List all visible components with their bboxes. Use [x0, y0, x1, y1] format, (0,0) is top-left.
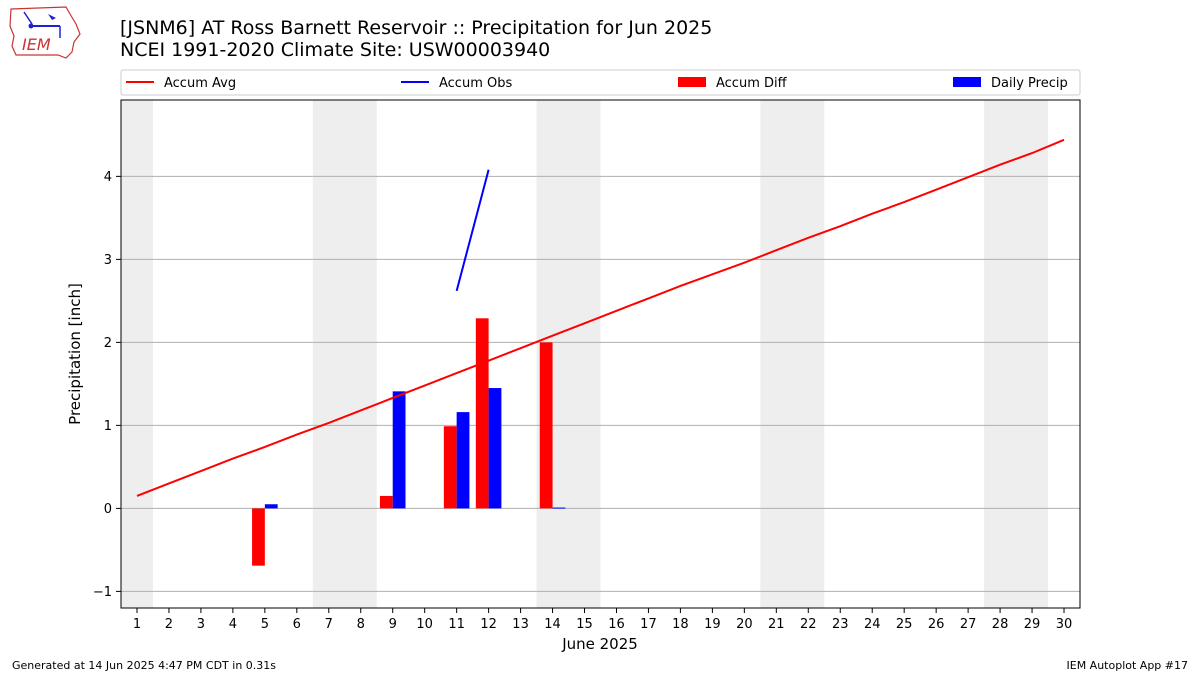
bars — [252, 318, 566, 566]
x-tick-label: 16 — [608, 617, 625, 632]
daily-precip-bar — [392, 391, 406, 509]
x-tick-label: 25 — [896, 617, 913, 632]
x-tick-label: 23 — [832, 617, 849, 632]
accum-diff-bar — [252, 508, 265, 566]
weekend-span — [312, 100, 377, 608]
logo-text: IEM — [22, 35, 51, 54]
x-tick-label: 2 — [165, 617, 173, 632]
legend-label: Daily Precip — [991, 76, 1068, 91]
x-tick-label: 27 — [960, 617, 977, 632]
x-tick-label: 10 — [416, 617, 433, 632]
x-tick-label: 26 — [928, 617, 945, 632]
accum-diff-bar — [539, 342, 553, 509]
y-tick-label: 0 — [104, 502, 112, 517]
legend: Accum Avg Accum Obs Accum Diff Daily Precip — [120, 69, 1081, 96]
x-tick-label: 3 — [197, 617, 205, 632]
title-line-2: NCEI 1991-2020 Climate Site: USW00003940 — [120, 39, 551, 61]
accum-diff-bar — [475, 318, 489, 509]
app-footer: IEM Autoplot App #17 — [1066, 659, 1189, 672]
x-tick-label: 29 — [1024, 617, 1041, 632]
y-tick-label: −1 — [93, 585, 112, 600]
legend-swatch-bar — [953, 77, 981, 87]
plot-frame — [120, 99, 1081, 609]
x-tick-label: 21 — [768, 617, 785, 632]
x-tick-label: 8 — [357, 617, 365, 632]
x-tick-label: 4 — [229, 617, 237, 632]
x-tick-label: 24 — [864, 617, 881, 632]
y-gridlines — [121, 175, 1080, 592]
accum-diff-bar — [443, 426, 457, 509]
x-tick-label: 5 — [261, 617, 269, 632]
x-tick-label: 18 — [672, 617, 689, 632]
legend-swatch-bar — [678, 77, 706, 87]
x-tick-label: 20 — [736, 617, 753, 632]
x-tick-label: 9 — [389, 617, 397, 632]
weekend-span — [760, 100, 825, 608]
accum-diff-bar — [379, 495, 393, 509]
daily-precip-bar — [488, 388, 502, 509]
x-tick-label: 15 — [576, 617, 593, 632]
accum-obs-line — [455, 169, 490, 292]
accum-avg-line — [136, 138, 1065, 497]
x-tick-label: 19 — [704, 617, 721, 632]
daily-precip-bar — [552, 507, 566, 509]
weekend-shading — [121, 100, 1049, 608]
daily-precip-bar — [264, 504, 278, 509]
x-axis-label: June 2025 — [561, 635, 638, 653]
x-tick-label: 30 — [1056, 617, 1073, 632]
weekend-span — [121, 100, 153, 608]
lines — [136, 138, 1065, 497]
y-tick-label: 3 — [104, 253, 112, 268]
y-tick-label: 1 — [104, 419, 112, 434]
legend-label: Accum Obs — [439, 76, 512, 91]
legend-label: Accum Diff — [716, 76, 788, 91]
x-tick-label: 17 — [640, 617, 657, 632]
iem-logo-graphic: IEM — [9, 6, 81, 59]
x-tick-label: 7 — [325, 617, 333, 632]
chart-title: [JSNM6] AT Ross Barnett Reservoir :: Pre… — [120, 17, 712, 61]
x-tick-label: 1 — [133, 617, 141, 632]
title-line-1: [JSNM6] AT Ross Barnett Reservoir :: Pre… — [120, 17, 713, 39]
x-tick-label: 22 — [800, 617, 817, 632]
x-tick-label: 14 — [544, 617, 561, 632]
x-tick-label: 6 — [293, 617, 301, 632]
y-axis: −1 0 1 2 3 4 — [93, 170, 121, 600]
x-tick-label: 13 — [512, 617, 529, 632]
y-tick-label: 4 — [104, 170, 112, 185]
legend-label: Accum Avg — [164, 76, 236, 91]
x-tick-label: 11 — [448, 617, 465, 632]
iem-logo: IEM — [8, 6, 82, 64]
legend-box — [120, 69, 1081, 96]
daily-precip-bar — [456, 412, 470, 509]
y-axis-label: Precipitation [inch] — [66, 283, 84, 425]
generated-footer: Generated at 14 Jun 2025 4:47 PM CDT in … — [12, 659, 277, 672]
x-tick-label: 28 — [992, 617, 1009, 632]
x-axis: 1 2 3 4 5 6 7 8 9 10 11 12 13 14 15 16 17 18 19 20 21 22 23 24 2… — [133, 608, 1072, 632]
y-tick-label: 2 — [104, 336, 112, 351]
x-tick-label: 12 — [480, 617, 497, 632]
weekend-span — [984, 100, 1049, 608]
